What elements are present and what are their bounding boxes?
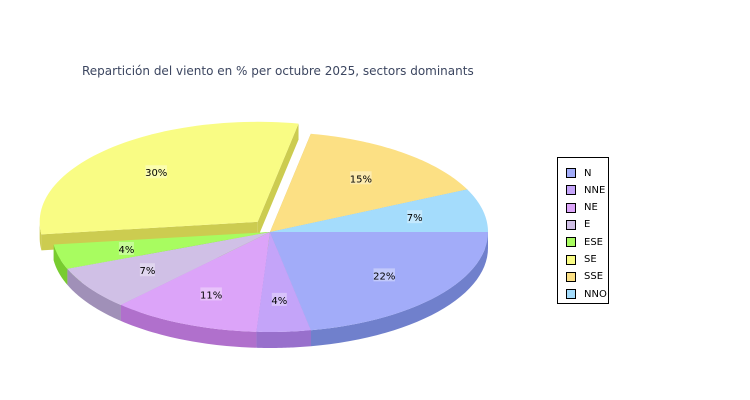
- legend-swatch: [566, 202, 576, 213]
- legend-label: NE: [584, 202, 598, 214]
- legend-swatch: [566, 289, 576, 300]
- legend-label: ESE: [584, 236, 603, 248]
- legend-label: SE: [584, 254, 597, 265]
- label-bg: [271, 292, 287, 306]
- legend-label: E: [584, 219, 591, 231]
- legend-swatch: [566, 254, 576, 265]
- pie-labels: 22% 4% 11% 7% 4% 30% 15% 7%: [118, 165, 423, 307]
- legend-item-NNO: NNO: [566, 287, 607, 301]
- legend-swatch: [566, 185, 576, 196]
- legend-item-NNE: NNE: [566, 183, 605, 197]
- slice-side-ESE: [53, 244, 68, 285]
- legend: N NNE NE E ESE SE SSE NNO: [557, 157, 609, 304]
- slice-label-NNO: 7%: [407, 213, 423, 224]
- slice-label-SE: 30%: [145, 168, 167, 179]
- legend-label: NNO: [584, 288, 607, 300]
- slice-SSE: [270, 133, 468, 232]
- slice-NE: [120, 232, 270, 332]
- pie-tops: [39, 121, 488, 332]
- legend-item-SSE: SSE: [566, 270, 603, 284]
- legend-label: SSE: [584, 271, 604, 283]
- label-bg: [350, 171, 372, 185]
- slice-side-N: [310, 232, 488, 347]
- legend-item-E: E: [566, 218, 590, 232]
- slice-label-E: 7%: [139, 266, 155, 277]
- slice-side-E: [67, 268, 121, 321]
- slice-side-NE: [120, 304, 257, 348]
- label-bg: [407, 210, 423, 224]
- legend-swatch: [566, 237, 576, 248]
- slice-N: [270, 232, 488, 331]
- legend-swatch: [566, 168, 576, 178]
- chart-title: Repartición del viento en % per octubre …: [82, 64, 474, 78]
- label-bg: [139, 263, 155, 277]
- label-bg: [118, 241, 134, 255]
- label-bg: [373, 268, 395, 282]
- legend-item-SE: SE: [566, 253, 597, 267]
- slice-NNO: [270, 189, 488, 232]
- slice-NNE: [256, 232, 311, 332]
- legend-item-N: N: [566, 166, 591, 180]
- legend-swatch: [566, 271, 576, 282]
- slice-side-SE: [39, 221, 42, 251]
- slice-ESE: [53, 232, 270, 269]
- label-bg: [145, 165, 167, 179]
- legend-label: N: [584, 167, 592, 179]
- slice-SE: [39, 121, 299, 235]
- legend-label: NNE: [584, 184, 606, 196]
- legend-item-NE: NE: [566, 201, 598, 215]
- legend-item-ESE: ESE: [566, 235, 603, 249]
- slice-label-SSE: 15%: [350, 174, 372, 185]
- slice-label-NE: 11%: [200, 290, 222, 301]
- legend-swatch: [566, 219, 576, 230]
- slice-label-N: 22%: [373, 271, 395, 282]
- slice-label-ESE: 4%: [118, 245, 134, 256]
- label-bg: [200, 287, 222, 301]
- slice-label-NNE: 4%: [271, 296, 287, 307]
- slice-radial-wall-SE: [257, 123, 299, 238]
- slice-E: [67, 232, 271, 305]
- slice-side-NNE: [256, 330, 311, 348]
